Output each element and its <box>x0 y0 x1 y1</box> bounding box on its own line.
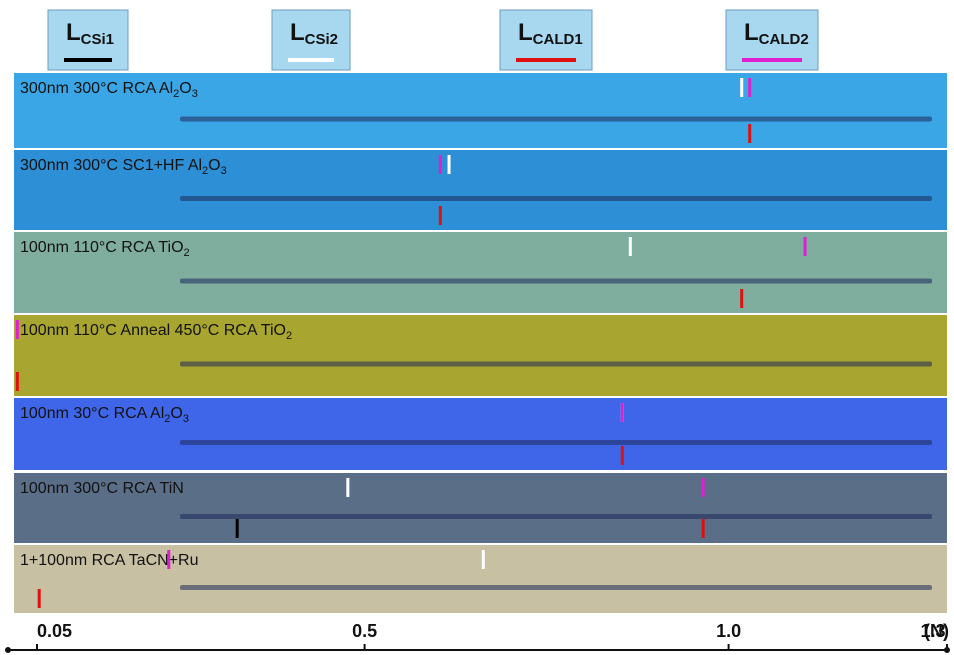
sample-label: 100nm 110°C RCA TiO2 <box>20 239 190 259</box>
scratch-track <box>180 361 932 367</box>
x-tick-label: 1.3 <box>920 621 945 641</box>
critical-load-marker <box>447 155 451 174</box>
x-tick-label: 0.5 <box>352 621 377 641</box>
critical-load-marker <box>701 519 705 538</box>
legend-entry: LCALD2 <box>725 9 819 71</box>
scratch-track <box>180 196 932 201</box>
label-text: O <box>208 157 220 174</box>
sample-label: 100nm 300°C RCA TiN <box>20 480 184 497</box>
label-subscript: 3 <box>183 413 189 425</box>
legend-swatch <box>742 58 802 62</box>
sample-label: 100nm 110°C Anneal 450°C RCA TiO2 <box>20 322 292 342</box>
x-tick-label: 0.05 <box>37 621 72 641</box>
legend-main: L <box>518 19 533 46</box>
scratch-track <box>180 440 932 445</box>
label-subscript: 3 <box>192 88 198 100</box>
sample-panel <box>14 473 947 543</box>
sample-label: 300nm 300°C RCA Al2O3 <box>20 80 198 100</box>
sample-panel <box>14 315 947 396</box>
label-text: 300nm 300°C RCA Al <box>20 80 173 97</box>
label-text: O <box>170 405 182 422</box>
critical-load-marker <box>481 550 485 569</box>
critical-load-marker <box>628 237 632 256</box>
x-tick-label: 1.0 <box>716 621 741 641</box>
sample-label: 100nm 30°C RCA Al2O3 <box>20 405 189 425</box>
legend-label: LCALD1 <box>518 19 583 48</box>
label-text: 100nm 110°C RCA TiO <box>20 239 184 256</box>
critical-load-marker <box>235 519 239 538</box>
critical-load-marker <box>740 78 744 97</box>
scratch-track <box>180 116 932 122</box>
legend-sub: CALD2 <box>759 31 809 48</box>
sample-label: 1+100nm RCA TaCN+Ru <box>20 552 198 569</box>
critical-load-marker <box>438 155 442 174</box>
scratch-track <box>180 585 932 590</box>
legend-entry: LCSi2 <box>271 9 351 71</box>
critical-load-marker <box>740 289 744 308</box>
label-subscript: 2 <box>286 330 292 342</box>
legend-label: LCSi1 <box>66 19 114 48</box>
legend-swatch <box>288 58 334 62</box>
legend-main: L <box>66 19 81 46</box>
sample-panel <box>14 398 947 470</box>
legend-main: L <box>744 19 759 46</box>
legend-entry: LCSi1 <box>47 9 129 71</box>
critical-load-marker <box>15 372 19 391</box>
label-subscript: 2 <box>184 247 190 259</box>
critical-load-marker <box>620 403 624 422</box>
legend-swatch <box>64 58 112 62</box>
legend-sub: CSi1 <box>81 31 114 48</box>
critical-load-marker <box>701 478 705 497</box>
label-subscript: 2 <box>202 165 208 177</box>
label-text: 100nm 30°C RCA Al <box>20 405 164 422</box>
critical-load-marker <box>15 320 19 339</box>
label-subscript: 2 <box>164 413 170 425</box>
critical-load-marker <box>346 478 350 497</box>
label-subscript: 2 <box>173 88 179 100</box>
critical-load-marker <box>748 78 752 97</box>
axis-end <box>5 647 11 653</box>
critical-load-marker <box>803 237 807 256</box>
sample-panel <box>14 232 947 313</box>
x-unit: (N) <box>924 621 949 641</box>
sample-panel <box>14 150 947 230</box>
critical-load-marker <box>37 589 41 608</box>
scratch-track <box>180 278 932 284</box>
legend-swatch <box>516 58 576 62</box>
label-text: O <box>179 80 191 97</box>
legend-label: LCSi2 <box>290 19 338 48</box>
sample-panel <box>14 73 947 148</box>
label-subscript: 3 <box>221 165 227 177</box>
legend-main: L <box>290 19 305 46</box>
legend-entry: LCALD1 <box>499 9 593 71</box>
legend-sub: CSi2 <box>305 31 338 48</box>
legend-sub: CALD1 <box>533 31 583 48</box>
label-text: 100nm 110°C Anneal 450°C RCA TiO <box>20 322 286 339</box>
critical-load-marker <box>167 550 171 569</box>
label-text: 300nm 300°C SC1+HF Al <box>20 157 202 174</box>
label-text: 100nm 300°C RCA TiN <box>20 480 184 497</box>
sample-label: 300nm 300°C SC1+HF Al2O3 <box>20 157 227 177</box>
scratch-track <box>180 514 932 519</box>
critical-load-marker <box>620 446 624 465</box>
critical-load-marker <box>748 124 752 143</box>
label-text: 1+100nm RCA TaCN+Ru <box>20 552 198 569</box>
critical-load-marker <box>438 206 442 225</box>
legend-label: LCALD2 <box>744 19 809 48</box>
